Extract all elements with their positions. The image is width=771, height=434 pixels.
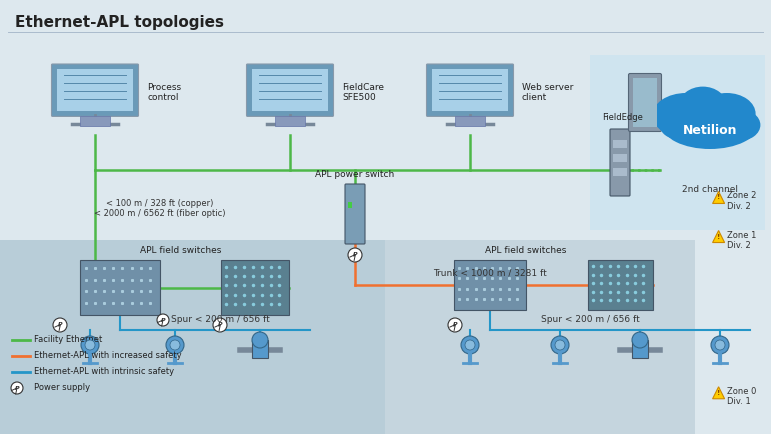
Text: Ethernet-APL with intrinsic safety: Ethernet-APL with intrinsic safety — [34, 368, 174, 377]
Text: Power supply: Power supply — [34, 384, 90, 392]
Ellipse shape — [660, 111, 698, 139]
Bar — [613, 154, 627, 162]
FancyBboxPatch shape — [426, 64, 513, 116]
Circle shape — [551, 336, 569, 354]
FancyBboxPatch shape — [588, 260, 652, 310]
Text: !: ! — [717, 194, 720, 201]
Ellipse shape — [717, 109, 760, 141]
Bar — [348, 202, 352, 208]
Circle shape — [81, 336, 99, 354]
Circle shape — [632, 332, 648, 348]
Bar — [80, 116, 110, 126]
Text: Facility Ethernet: Facility Ethernet — [34, 335, 103, 345]
Text: APL field switches: APL field switches — [140, 246, 221, 255]
Polygon shape — [712, 387, 725, 399]
Text: APL field switches: APL field switches — [485, 246, 567, 255]
Polygon shape — [712, 191, 725, 204]
Bar — [613, 168, 627, 176]
Circle shape — [85, 340, 95, 350]
Bar — [252, 340, 268, 358]
Circle shape — [53, 318, 67, 332]
FancyBboxPatch shape — [628, 73, 662, 132]
Circle shape — [348, 248, 362, 262]
Circle shape — [465, 340, 475, 350]
Text: APL power switch: APL power switch — [315, 170, 395, 179]
Bar — [432, 69, 508, 111]
FancyBboxPatch shape — [52, 64, 139, 116]
Ellipse shape — [678, 87, 727, 125]
Bar — [455, 116, 485, 126]
Bar — [633, 78, 657, 127]
FancyBboxPatch shape — [345, 184, 365, 244]
Text: FieldCare
SFE500: FieldCare SFE500 — [342, 83, 384, 102]
FancyBboxPatch shape — [610, 129, 630, 196]
Text: Zone 2
Div. 2: Zone 2 Div. 2 — [726, 191, 756, 211]
Text: Spur < 200 m / 656 ft: Spur < 200 m / 656 ft — [540, 315, 639, 324]
Text: Process
control: Process control — [147, 83, 181, 102]
Circle shape — [170, 340, 180, 350]
Bar — [613, 140, 627, 148]
Bar — [0, 0, 771, 35]
Circle shape — [711, 336, 729, 354]
Text: Spur < 200 m / 656 ft: Spur < 200 m / 656 ft — [170, 315, 269, 324]
Circle shape — [555, 340, 565, 350]
Ellipse shape — [652, 93, 719, 138]
Text: FieldEdge: FieldEdge — [602, 113, 643, 122]
Bar — [590, 55, 765, 230]
FancyBboxPatch shape — [454, 260, 526, 310]
Text: Zone 1
Div. 2: Zone 1 Div. 2 — [726, 230, 756, 250]
Text: !: ! — [717, 233, 720, 240]
Text: !: ! — [717, 390, 720, 396]
Ellipse shape — [698, 93, 756, 135]
FancyBboxPatch shape — [221, 260, 289, 315]
Bar — [252, 69, 328, 111]
Text: P: P — [453, 322, 457, 328]
Text: < 100 m / 328 ft (copper)
< 2000 m / 6562 ft (fiber optic): < 100 m / 328 ft (copper) < 2000 m / 656… — [94, 199, 226, 218]
Circle shape — [252, 332, 268, 348]
Circle shape — [461, 336, 479, 354]
Text: Ethernet-APL with increased safety: Ethernet-APL with increased safety — [34, 352, 182, 361]
Text: P: P — [15, 385, 19, 391]
Text: Trunk < 1000 m / 3281 ft: Trunk < 1000 m / 3281 ft — [433, 268, 547, 277]
Circle shape — [213, 318, 227, 332]
Bar — [275, 116, 305, 126]
Bar — [0, 240, 385, 434]
Circle shape — [166, 336, 184, 354]
Text: P: P — [352, 253, 357, 257]
Bar — [632, 340, 648, 358]
Circle shape — [11, 382, 23, 394]
FancyBboxPatch shape — [80, 260, 160, 315]
FancyBboxPatch shape — [247, 64, 334, 116]
Text: 2nd channel: 2nd channel — [682, 185, 738, 194]
Circle shape — [448, 318, 462, 332]
Circle shape — [715, 340, 725, 350]
Polygon shape — [712, 230, 725, 243]
Circle shape — [157, 314, 169, 326]
Bar — [57, 69, 133, 111]
Text: P: P — [160, 318, 165, 322]
Text: Ethernet-APL topologies: Ethernet-APL topologies — [15, 14, 224, 30]
Bar — [385, 240, 695, 434]
Text: Web server
client: Web server client — [522, 83, 574, 102]
Ellipse shape — [662, 101, 758, 149]
Text: Netilion: Netilion — [683, 124, 737, 137]
Text: Zone 0
Div. 1: Zone 0 Div. 1 — [726, 387, 756, 406]
Text: P: P — [217, 322, 222, 328]
Text: P: P — [58, 322, 62, 328]
